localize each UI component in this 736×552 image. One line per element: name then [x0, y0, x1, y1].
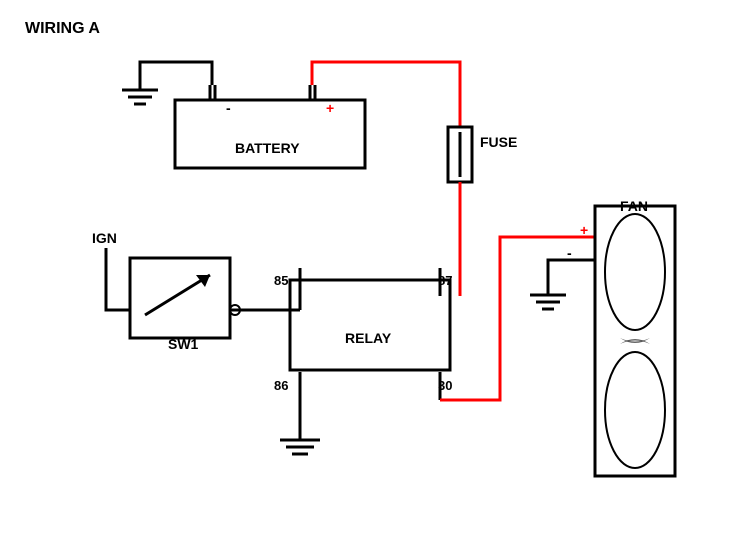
ground-fan: [530, 295, 566, 309]
switch-body: [130, 258, 230, 338]
switch-arrow-icon: [145, 275, 210, 315]
fan-blade-top: [605, 214, 665, 330]
ground-relay: [280, 440, 320, 454]
relay-body: [290, 280, 450, 370]
wiring-diagram: [0, 0, 736, 552]
fan-neg-to-ground: [548, 260, 595, 295]
battery-body: [175, 100, 365, 168]
fan-blade-bottom: [605, 352, 665, 468]
battery-neg-wire: [140, 62, 212, 90]
ign-wire: [106, 248, 130, 310]
ground-battery: [122, 90, 158, 104]
battery-pos-to-fuse: [312, 62, 460, 127]
